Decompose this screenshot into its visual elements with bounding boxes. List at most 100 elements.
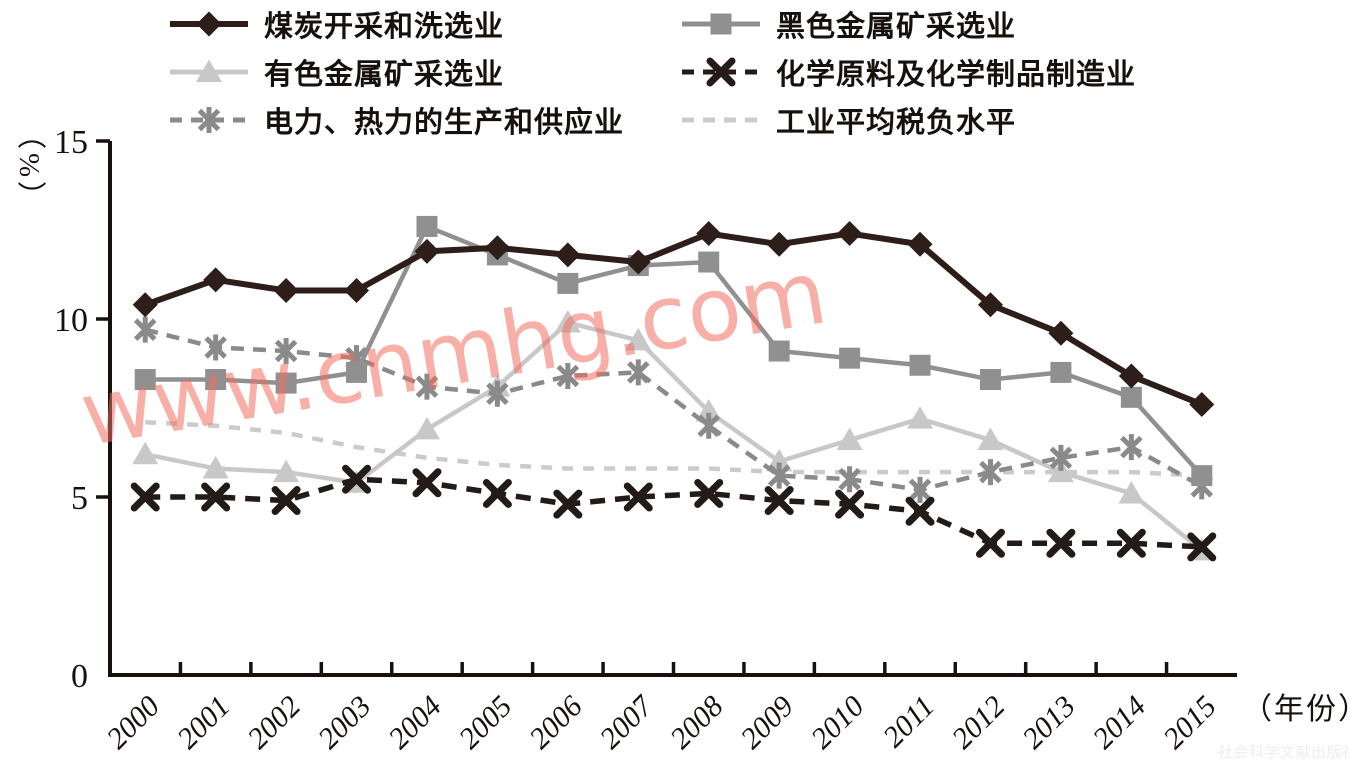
nonferrous-marker: [132, 441, 159, 465]
coal-marker: [555, 242, 581, 268]
power-marker: [1049, 444, 1073, 471]
series-power: [133, 316, 1214, 503]
chemical-marker: [553, 489, 583, 519]
y-tick-label: 10: [54, 302, 88, 339]
coal-marker: [203, 267, 229, 293]
coal-marker: [977, 292, 1003, 318]
ferrous-marker: [979, 369, 1001, 391]
nonferrous-marker: [196, 59, 222, 82]
series-coal-line: [144, 230, 1203, 408]
chemical-marker: [412, 468, 442, 498]
chemical-marker: [482, 478, 512, 508]
chemical-marker: [905, 496, 935, 526]
ferrous-marker: [909, 354, 931, 376]
power-marker: [1120, 434, 1143, 461]
chemical-marker: [342, 464, 372, 494]
legend-label-ferrous: 黑色金属矿采选业: [776, 11, 1017, 43]
series-average-line: [145, 419, 1202, 478]
publisher-watermark: 社会科学文献出版社: [1218, 744, 1350, 761]
ferrous-marker: [839, 347, 861, 369]
nonferrous-marker: [554, 310, 581, 333]
series-coal: [132, 221, 1215, 417]
series-power-line: [144, 327, 1203, 493]
coal-marker: [273, 278, 299, 304]
legend-item-chemical: 化学原料及化学制品制造业: [680, 48, 1136, 96]
power-marker: [627, 359, 650, 386]
ferrous-marker: [710, 13, 732, 35]
coal-marker: [132, 292, 158, 318]
power-marker: [556, 362, 580, 389]
y-tick-label: 5: [71, 480, 88, 517]
legend-label-power: 电力、热力的生产和供应业: [264, 107, 625, 139]
power-marker: [415, 373, 439, 400]
ferrous-marker: [1120, 386, 1142, 408]
ferrous-marker: [275, 372, 297, 394]
ferrous-marker: [1191, 465, 1213, 487]
coal-marker: [484, 235, 510, 261]
coal-marker: [414, 238, 440, 264]
power-marker: [979, 459, 1002, 486]
ferrous-marker: [768, 340, 790, 362]
triangle-legend-marker-icon: [170, 59, 248, 82]
coal-marker: [837, 221, 863, 247]
x-axis-year-label: 2003: [312, 690, 378, 756]
power-marker: [908, 476, 932, 503]
ferrous-marker: [416, 215, 438, 237]
ferrous-marker: [346, 361, 368, 383]
x-axis-year-label: 2013: [1016, 690, 1082, 756]
dashed-line-legend-marker-icon: [682, 117, 760, 123]
ferrous-marker: [557, 272, 579, 294]
x-axis-year-label: 2014: [1087, 690, 1153, 756]
x-axis-year-label: 2009: [734, 690, 800, 756]
x-axis-year-label: 2001: [171, 690, 237, 756]
nonferrous-marker: [625, 327, 652, 351]
chemical-marker: [623, 482, 653, 512]
coal-marker: [696, 221, 722, 247]
legend-item-ferrous: 黑色金属矿采选业: [680, 0, 1136, 48]
legend-item-average: 工业平均税负水平: [680, 96, 1136, 144]
power-marker: [274, 338, 298, 365]
chemical-marker: [835, 489, 865, 519]
series-ferrous: [134, 215, 1213, 487]
nonferrous-marker: [1118, 480, 1145, 504]
chemical-marker: [694, 478, 724, 508]
nonferrous-marker: [413, 416, 440, 440]
coal-marker: [625, 249, 651, 275]
chemical-marker: [201, 482, 231, 512]
legend-label-coal: 煤炭开采和洗选业: [264, 11, 505, 43]
series-chemical: [130, 464, 1217, 562]
coal-marker: [1189, 391, 1215, 417]
legend-label-chemical: 化学原料及化学制品制造业: [776, 59, 1137, 91]
coal-marker: [344, 278, 370, 304]
y-axis-unit-label: （%）: [13, 120, 45, 215]
coal-marker: [196, 11, 222, 37]
x-legend-marker-icon: [682, 57, 760, 87]
legend-item-coal: 煤炭开采和洗选业: [168, 0, 680, 48]
diamond-legend-marker-icon: [170, 11, 248, 37]
square-legend-marker-icon: [682, 13, 760, 35]
x-axis-year-label: 2011: [877, 690, 941, 754]
y-tick-label: 15: [54, 124, 88, 161]
coal-marker: [1048, 320, 1074, 346]
chemical-marker: [1046, 528, 1076, 558]
x-axis-year-label: 2007: [593, 688, 660, 755]
power-marker: [486, 380, 509, 407]
nonferrous-marker: [202, 456, 229, 479]
x-axis-year-label: 2005: [453, 690, 519, 756]
x-axis-year-label: 2015: [1157, 690, 1223, 756]
chart-legend: 煤炭开采和洗选业 黑色金属矿采选业 有色金属矿采选业 化学原料及化学制品制造业 电力、热…: [168, 0, 1136, 144]
x-axis-year-label: 2006: [523, 690, 589, 756]
x-axis-year-label: 2000: [100, 690, 166, 756]
x-axis-year-label: 2010: [805, 690, 871, 756]
power-marker: [697, 412, 720, 439]
chemical-marker: [1187, 532, 1217, 562]
ferrous-marker: [205, 369, 227, 391]
series-nonferrous-line: [144, 320, 1204, 553]
x-axis-year-label: 2012: [946, 690, 1012, 756]
x-axis-year-label: 2002: [241, 690, 307, 756]
chemical-marker: [130, 482, 160, 512]
power-marker: [204, 334, 227, 361]
legend-item-power: 电力、热力的生产和供应业: [168, 96, 680, 144]
power-marker: [838, 466, 861, 493]
